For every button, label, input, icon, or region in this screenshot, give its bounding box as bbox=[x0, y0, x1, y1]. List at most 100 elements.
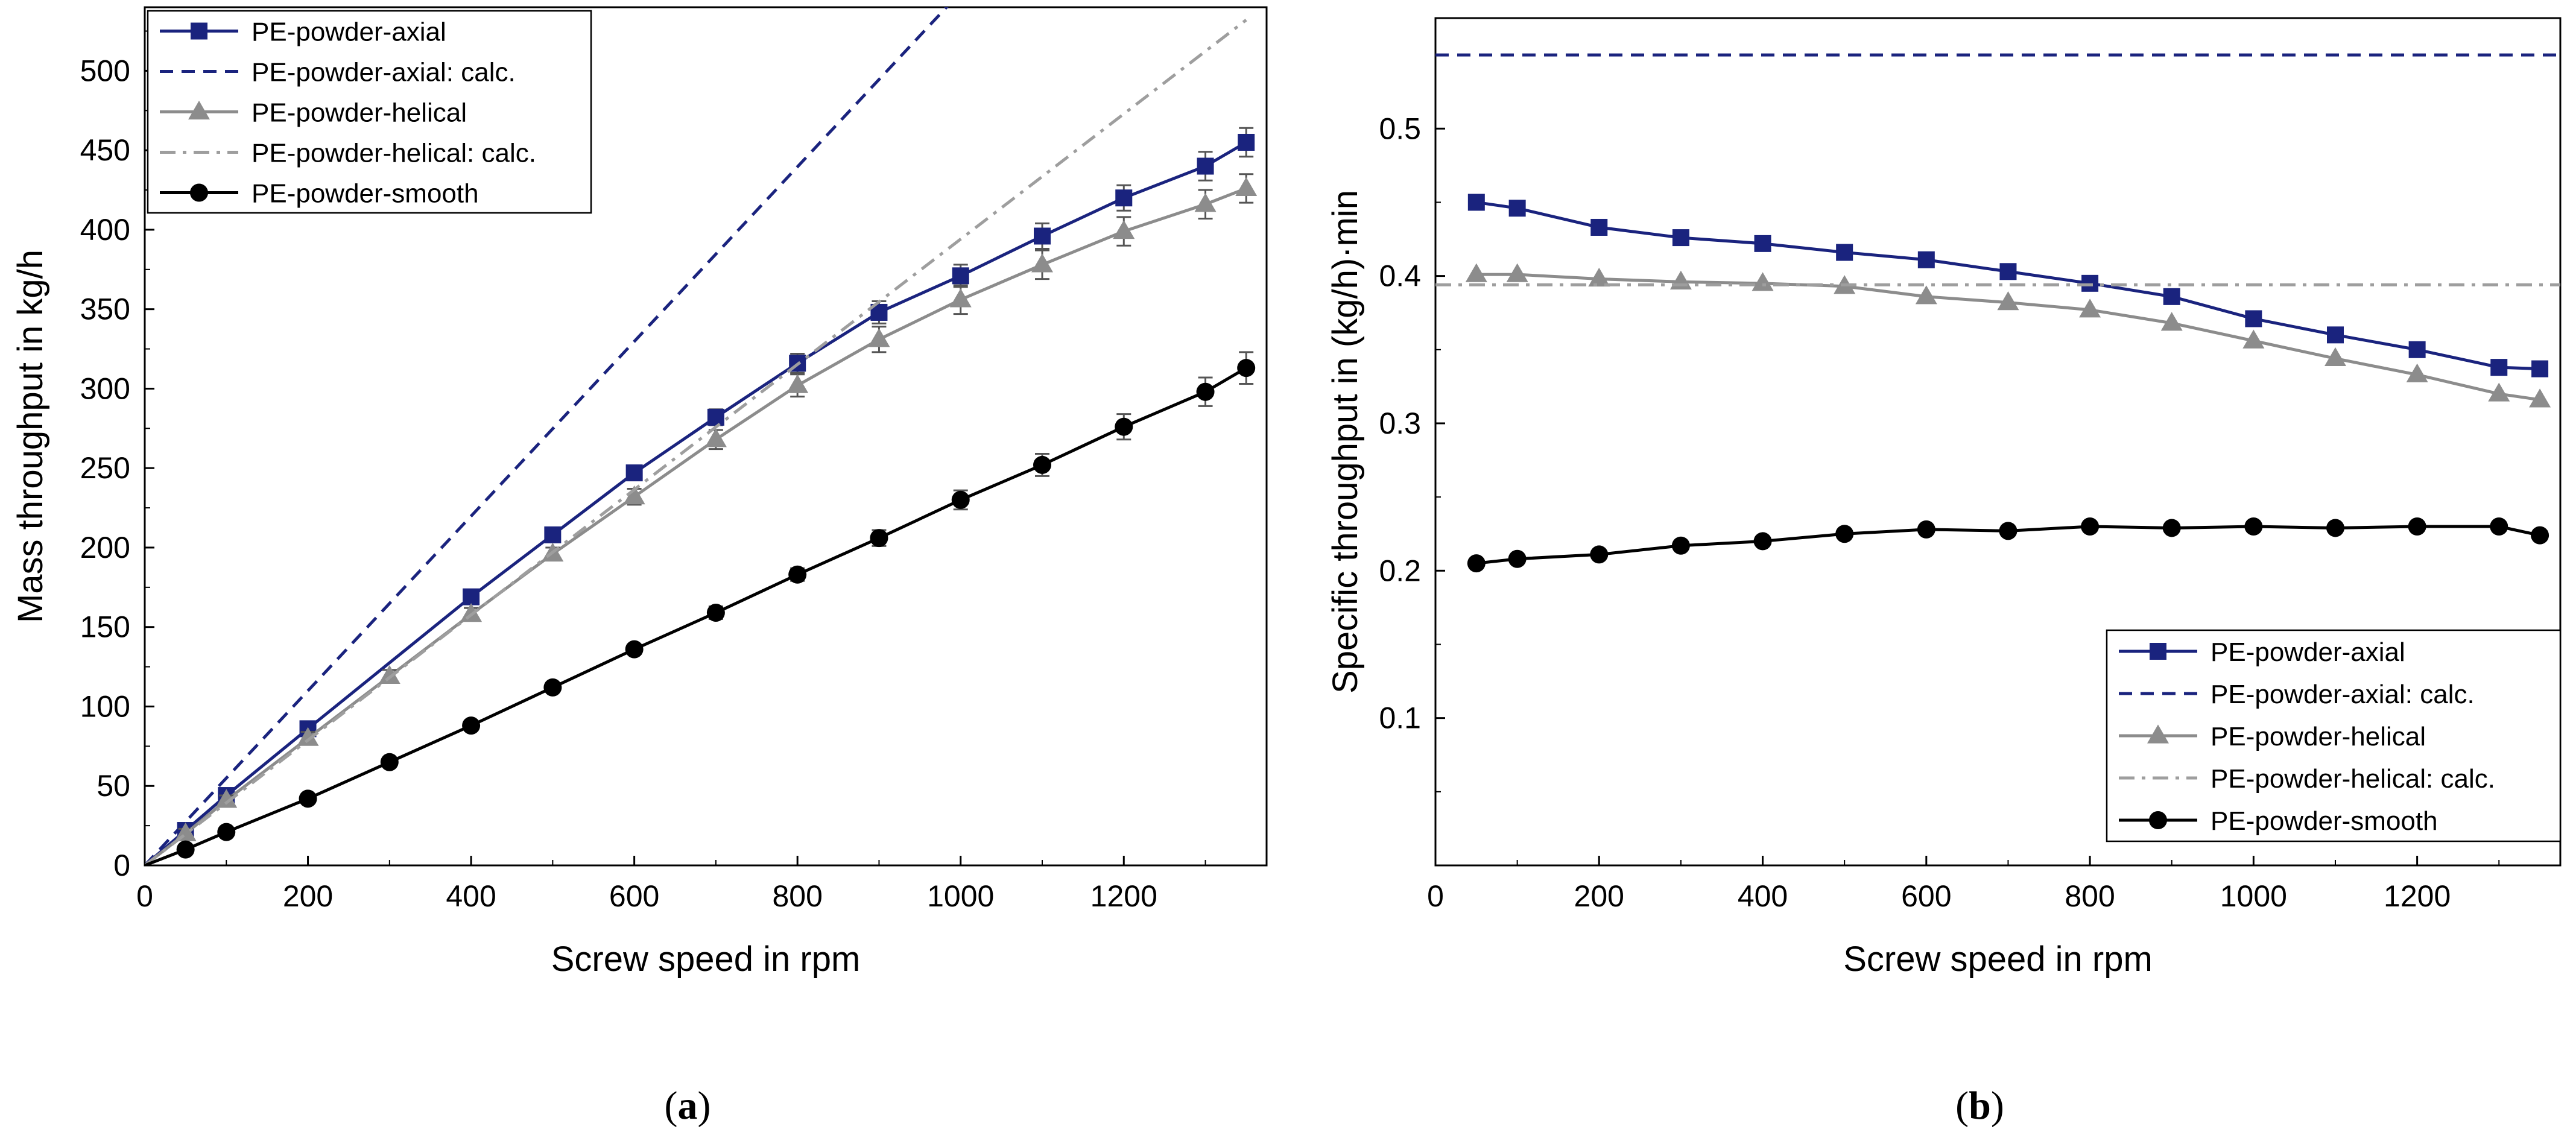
data-point bbox=[1237, 359, 1256, 378]
data-point bbox=[2326, 519, 2344, 537]
y-tick-label: 0.4 bbox=[1379, 259, 1421, 293]
data-point bbox=[1467, 194, 1485, 211]
data-point bbox=[217, 823, 236, 841]
y-tick-label: 400 bbox=[80, 213, 130, 247]
data-point bbox=[2529, 388, 2551, 408]
data-point bbox=[1031, 253, 1053, 273]
panel-caption: (b) bbox=[1955, 1084, 2004, 1128]
data-point bbox=[1235, 177, 1258, 197]
data-point bbox=[704, 428, 727, 447]
data-point bbox=[868, 328, 890, 347]
x-tick-label: 800 bbox=[2065, 879, 2115, 913]
data-point bbox=[1115, 417, 1133, 436]
data-point bbox=[2531, 360, 2549, 378]
data-point bbox=[707, 408, 724, 426]
data-point bbox=[2488, 382, 2510, 402]
series-pe-powder-helical bbox=[145, 173, 1258, 865]
data-point bbox=[952, 267, 969, 285]
data-point bbox=[378, 665, 400, 684]
data-point bbox=[2490, 517, 2508, 536]
series-pe-powder-axial-calc- bbox=[145, 7, 949, 865]
x-tick-label: 1200 bbox=[2384, 879, 2451, 913]
data-point bbox=[1754, 235, 1771, 252]
x-tick-label: 0 bbox=[1427, 879, 1444, 913]
data-point bbox=[463, 588, 480, 605]
legend-marker bbox=[188, 100, 210, 120]
legend-label: PE-powder-axial bbox=[2210, 637, 2405, 667]
y-tick-label: 0.3 bbox=[1379, 406, 1421, 440]
plot-area bbox=[145, 7, 1258, 865]
x-tick-label: 400 bbox=[446, 879, 496, 913]
data-point bbox=[1467, 554, 1486, 573]
data-point bbox=[2079, 299, 2101, 318]
data-point bbox=[1999, 522, 2017, 540]
data-point bbox=[1506, 263, 1528, 282]
data-point bbox=[625, 464, 643, 482]
data-point bbox=[625, 640, 644, 659]
data-point bbox=[2242, 329, 2265, 349]
x-tick-label: 600 bbox=[609, 879, 659, 913]
data-point bbox=[623, 485, 645, 505]
data-point bbox=[1465, 263, 1487, 282]
data-point bbox=[1590, 545, 1609, 564]
chart-panel-a: 0 200 400 600 800 1000 1200 0 50 100 150 200 250 300 3… bbox=[11, 6, 1268, 1128]
data-point bbox=[2408, 341, 2426, 358]
x-tick-label: 200 bbox=[1574, 879, 1624, 913]
series-pe-powder-smooth bbox=[1467, 517, 2549, 573]
legend-label: PE-powder-smooth bbox=[2210, 806, 2438, 836]
data-point bbox=[2162, 519, 2181, 537]
data-point bbox=[1753, 532, 1772, 551]
legend-marker bbox=[2147, 724, 2169, 744]
series-line bbox=[145, 367, 1247, 865]
data-point bbox=[2531, 526, 2549, 545]
data-point bbox=[951, 490, 970, 509]
data-point bbox=[1590, 218, 1608, 236]
y-axis-label: Mass throughput in kg/h bbox=[11, 250, 50, 623]
x-tick-label: 1200 bbox=[1090, 879, 1157, 913]
data-point bbox=[2406, 363, 2428, 382]
data-point bbox=[380, 753, 399, 771]
data-point bbox=[1999, 263, 2017, 280]
legend: PE-powder-axial PE-powder-axial: calc. PE-… bbox=[147, 10, 592, 214]
data-point bbox=[2490, 359, 2508, 376]
series-pe-powder-axial bbox=[1467, 194, 2549, 378]
plot-frame bbox=[1434, 17, 2562, 867]
data-point bbox=[788, 565, 807, 584]
x-tick-label: 200 bbox=[283, 879, 333, 913]
data-point bbox=[544, 526, 562, 543]
data-point bbox=[706, 604, 725, 622]
x-tick-label: 400 bbox=[1738, 879, 1788, 913]
data-point bbox=[1033, 455, 1051, 474]
y-tick-label: 100 bbox=[80, 689, 130, 723]
data-point bbox=[1836, 244, 1853, 261]
data-point bbox=[2245, 310, 2262, 327]
plot-frame bbox=[144, 6, 1268, 867]
data-point bbox=[1588, 267, 1610, 287]
series-pe-powder-helical-calc- bbox=[145, 19, 1247, 865]
x-tick-label: 800 bbox=[772, 879, 822, 913]
x-tick-label: 1000 bbox=[927, 879, 994, 913]
y-tick-label: 500 bbox=[80, 54, 130, 87]
data-point bbox=[1917, 251, 1935, 268]
y-tick-label: 300 bbox=[80, 371, 130, 405]
data-point bbox=[1034, 227, 1051, 245]
data-point bbox=[462, 716, 481, 735]
legend-label: PE-powder-helical bbox=[252, 98, 467, 128]
data-point bbox=[2408, 517, 2426, 536]
series-line bbox=[145, 7, 949, 865]
legend-label: PE-powder-axial: calc. bbox=[2210, 680, 2475, 709]
data-point bbox=[1508, 549, 1527, 568]
data-point bbox=[870, 529, 888, 548]
data-point bbox=[1997, 291, 2019, 311]
legend: PE-powder-axial PE-powder-axial: calc. PE-… bbox=[2106, 629, 2562, 842]
y-tick-label: 0.1 bbox=[1379, 701, 1421, 735]
series-pe-powder-helical bbox=[1465, 263, 2551, 408]
x-axis-label: Screw speed in rpm bbox=[551, 940, 861, 979]
chart-panel-b: 0 200 400 600 800 1000 1200 0.1 0.2 0.3 0.4 0.5 Scre… bbox=[1326, 17, 2562, 1128]
data-point bbox=[1115, 189, 1133, 207]
legend-label: PE-powder-smooth bbox=[252, 179, 479, 209]
data-point bbox=[1917, 520, 1935, 539]
panel-caption: (a) bbox=[665, 1084, 711, 1128]
data-point bbox=[1835, 525, 1854, 543]
